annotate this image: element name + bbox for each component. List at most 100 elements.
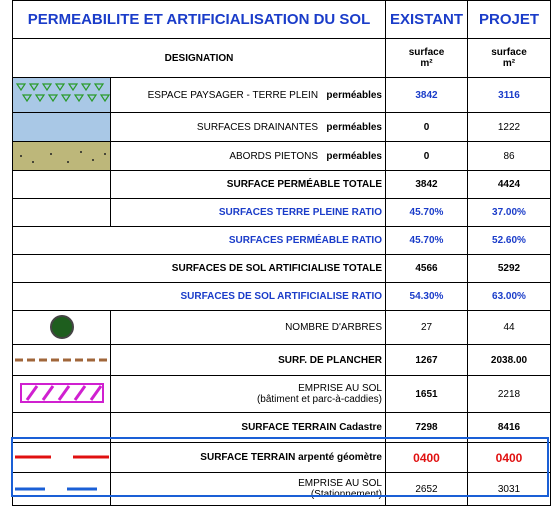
designation-cell: EMPRISE AU SOL(bâtiment et parc-à-caddie… <box>111 376 386 413</box>
label: EMPRISE AU SOL <box>298 383 382 394</box>
page: PERMEABILITE ET ARTIFICIALISATION DU SOL… <box>0 0 557 506</box>
qualifier: perméables <box>326 151 382 162</box>
title: PERMEABILITE ET ARTIFICIALISATION DU SOL <box>13 1 386 39</box>
swatch-graphic <box>13 345 111 375</box>
swatch-shape <box>51 316 73 338</box>
projet-value: 37.00% <box>468 199 551 227</box>
swatch-shape <box>27 386 37 400</box>
unit: m² <box>420 58 432 69</box>
label: SURFACES DRAINANTES <box>197 122 318 133</box>
swatch-shape <box>27 386 101 400</box>
projet-value: 3116 <box>468 78 551 113</box>
legend-swatch <box>13 473 111 506</box>
projet-value: 44 <box>468 311 551 345</box>
swatch-shape <box>20 155 22 157</box>
projet-value: 3031 <box>468 473 551 506</box>
table-row: EMPRISE AU SOL(bâtiment et parc-à-caddie… <box>13 376 551 413</box>
table-row: SURFACE PERMÉABLE TOTALE 38424424 <box>13 171 551 199</box>
legend-swatch <box>13 78 111 113</box>
existant-value: 54.30% <box>386 283 468 311</box>
designation-header: DESIGNATION <box>13 39 386 78</box>
qualifier: perméables <box>326 122 382 133</box>
existant-value: 45.70% <box>386 227 468 255</box>
qualifier: (bâtiment et parc-à-caddies) <box>257 394 382 405</box>
qualifier: perméables <box>326 90 382 101</box>
swatch-shape <box>13 113 111 141</box>
swatch-shape <box>80 151 82 153</box>
label: EMPRISE AU SOL <box>298 478 382 489</box>
label: NOMBRE D'ARBRES <box>285 322 382 333</box>
unit: m² <box>503 58 515 69</box>
table-row: ABORDS PIETONS perméables 086 <box>13 142 551 171</box>
swatch-graphic <box>13 376 111 412</box>
projet-value: 86 <box>468 142 551 171</box>
unit: surface <box>491 47 527 58</box>
qualifier: (Stationnement) <box>311 489 382 500</box>
table-row: SURFACES DRAINANTES perméables01222 <box>13 113 551 142</box>
designation-cell: SURFACES DE SOL ARTIFICIALISE RATIO <box>13 283 386 311</box>
legend-swatch <box>13 413 111 443</box>
designation-cell: SURFACES TERRE PLEINE RATIO <box>111 199 386 227</box>
swatch-shape <box>91 386 101 400</box>
existant-value: 27 <box>386 311 468 345</box>
designation-cell: SURFACES PERMÉABLE RATIO <box>13 227 386 255</box>
table-row: NOMBRE D'ARBRES 2744 <box>13 311 551 345</box>
label: SURFACES DE SOL ARTIFICIALISE TOTALE <box>172 263 382 274</box>
designation-cell: SURFACE TERRAIN Cadastre <box>111 413 386 443</box>
label: SURFACE TERRAIN arpenté géomètre <box>200 452 382 463</box>
legend-swatch <box>13 345 111 376</box>
existant-value: 4566 <box>386 255 468 283</box>
existant-value: 1267 <box>386 345 468 376</box>
swatch-shape <box>50 153 52 155</box>
label: ABORDS PIETONS <box>229 151 318 162</box>
label: SURFACES TERRE PLEINE RATIO <box>219 207 382 218</box>
swatch-shape <box>59 386 69 400</box>
swatch-shape <box>67 161 69 163</box>
projet-value: 0400 <box>468 443 551 473</box>
legend-swatch <box>13 142 111 171</box>
swatch-graphic <box>13 473 111 505</box>
swatch-graphic <box>13 78 111 112</box>
designation-cell: SURFACE TERRAIN arpenté géomètre <box>111 443 386 473</box>
legend-swatch <box>13 376 111 413</box>
designation-cell: SURFACES DRAINANTES perméables <box>111 113 386 142</box>
label: ESPACE PAYSAGER - TERRE PLEIN <box>148 90 318 101</box>
table-row: SURFACES TERRE PLEINE RATIO 45.70%37.00% <box>13 199 551 227</box>
designation-cell: SURFACES DE SOL ARTIFICIALISE TOTALE <box>13 255 386 283</box>
existant-value: 1651 <box>386 376 468 413</box>
existant-value: 45.70% <box>386 199 468 227</box>
projet-value: 8416 <box>468 413 551 443</box>
table: PERMEABILITE ET ARTIFICIALISATION DU SOL… <box>12 0 551 506</box>
designation-cell: SURFACE PERMÉABLE TOTALE <box>111 171 386 199</box>
projet-header: PROJET <box>468 1 551 39</box>
label: SURFACES PERMÉABLE RATIO <box>229 235 382 246</box>
projet-value: 5292 <box>468 255 551 283</box>
designation-cell: NOMBRE D'ARBRES <box>111 311 386 345</box>
swatch-graphic <box>13 311 111 344</box>
existant-value: 0 <box>386 142 468 171</box>
projet-value: 63.00% <box>468 283 551 311</box>
swatch-shape <box>13 142 111 170</box>
swatch-shape <box>43 386 53 400</box>
label: SURFACE PERMÉABLE TOTALE <box>227 179 382 190</box>
existant-value: 3842 <box>386 171 468 199</box>
legend-swatch <box>13 199 111 227</box>
projet-value: 4424 <box>468 171 551 199</box>
existant-value: 0 <box>386 113 468 142</box>
label: SURF. DE PLANCHER <box>278 355 382 366</box>
existant-header: EXISTANT <box>386 1 468 39</box>
legend-swatch <box>13 311 111 345</box>
designation-cell: EMPRISE AU SOL(Stationnement) <box>111 473 386 506</box>
header-row: PERMEABILITE ET ARTIFICIALISATION DU SOL… <box>13 1 551 39</box>
unit-header: surfacem² <box>386 39 468 78</box>
table-row: SURFACES DE SOL ARTIFICIALISE RATIO54.30… <box>13 283 551 311</box>
swatch-shape <box>104 153 106 155</box>
label: SURFACES DE SOL ARTIFICIALISE RATIO <box>181 291 383 302</box>
table-row: SURFACES PERMÉABLE RATIO45.70%52.60% <box>13 227 551 255</box>
label: SURFACE TERRAIN Cadastre <box>241 422 382 433</box>
